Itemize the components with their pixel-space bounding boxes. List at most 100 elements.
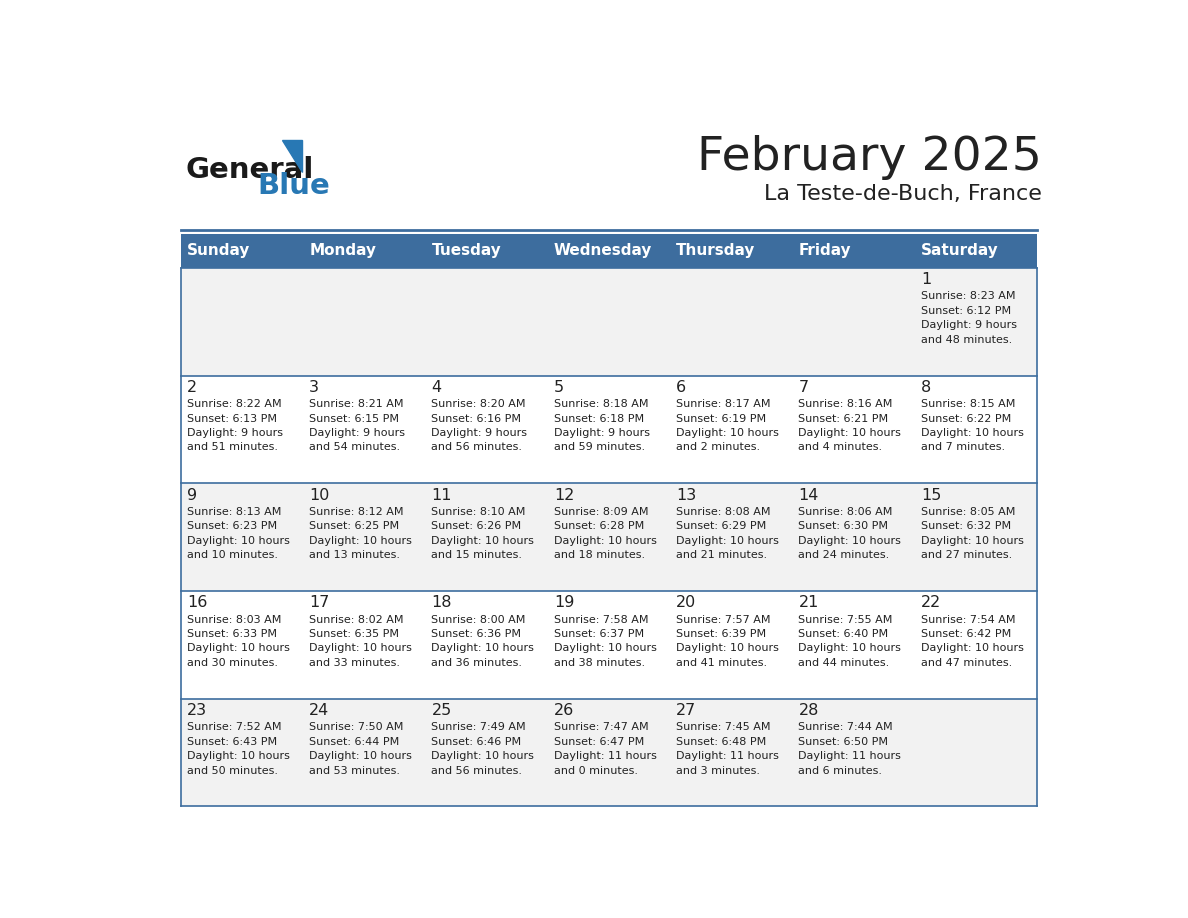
Bar — [670, 375, 792, 483]
Text: 18: 18 — [431, 595, 451, 610]
Bar — [425, 699, 548, 806]
Text: Sunrise: 8:05 AM
Sunset: 6:32 PM
Daylight: 10 hours
and 27 minutes.: Sunrise: 8:05 AM Sunset: 6:32 PM Dayligh… — [921, 507, 1024, 560]
Bar — [425, 375, 548, 483]
Bar — [792, 591, 915, 699]
Bar — [792, 375, 915, 483]
Bar — [181, 268, 303, 375]
Text: Blue: Blue — [257, 173, 330, 200]
Bar — [670, 268, 792, 375]
Bar — [303, 699, 425, 806]
Text: Sunrise: 8:17 AM
Sunset: 6:19 PM
Daylight: 10 hours
and 2 minutes.: Sunrise: 8:17 AM Sunset: 6:19 PM Dayligh… — [676, 399, 779, 453]
Bar — [548, 591, 670, 699]
Text: Sunrise: 8:13 AM
Sunset: 6:23 PM
Daylight: 10 hours
and 10 minutes.: Sunrise: 8:13 AM Sunset: 6:23 PM Dayligh… — [187, 507, 290, 560]
Text: 4: 4 — [431, 380, 442, 395]
Text: 15: 15 — [921, 487, 941, 502]
Text: Sunrise: 8:09 AM
Sunset: 6:28 PM
Daylight: 10 hours
and 18 minutes.: Sunrise: 8:09 AM Sunset: 6:28 PM Dayligh… — [554, 507, 657, 560]
Bar — [303, 268, 425, 375]
Text: Saturday: Saturday — [921, 243, 999, 258]
Bar — [303, 234, 425, 268]
Text: 16: 16 — [187, 595, 207, 610]
Text: Sunrise: 7:44 AM
Sunset: 6:50 PM
Daylight: 11 hours
and 6 minutes.: Sunrise: 7:44 AM Sunset: 6:50 PM Dayligh… — [798, 722, 902, 776]
Bar — [915, 234, 1037, 268]
Bar — [303, 483, 425, 591]
Bar — [792, 234, 915, 268]
Text: Sunrise: 8:18 AM
Sunset: 6:18 PM
Daylight: 9 hours
and 59 minutes.: Sunrise: 8:18 AM Sunset: 6:18 PM Dayligh… — [554, 399, 650, 453]
Text: 25: 25 — [431, 703, 451, 718]
Text: 9: 9 — [187, 487, 197, 502]
Bar — [425, 234, 548, 268]
Bar — [670, 699, 792, 806]
Bar — [915, 268, 1037, 375]
Text: 5: 5 — [554, 380, 564, 395]
Bar — [303, 375, 425, 483]
Text: Sunrise: 7:49 AM
Sunset: 6:46 PM
Daylight: 10 hours
and 56 minutes.: Sunrise: 7:49 AM Sunset: 6:46 PM Dayligh… — [431, 722, 535, 776]
Text: 21: 21 — [798, 595, 819, 610]
Text: Friday: Friday — [798, 243, 851, 258]
Bar — [915, 375, 1037, 483]
Bar — [303, 591, 425, 699]
Text: 14: 14 — [798, 487, 819, 502]
Text: Sunrise: 8:15 AM
Sunset: 6:22 PM
Daylight: 10 hours
and 7 minutes.: Sunrise: 8:15 AM Sunset: 6:22 PM Dayligh… — [921, 399, 1024, 453]
Bar — [670, 234, 792, 268]
Text: La Teste-de-Buch, France: La Teste-de-Buch, France — [764, 185, 1042, 205]
Text: 19: 19 — [554, 595, 574, 610]
Bar — [425, 483, 548, 591]
Bar — [915, 699, 1037, 806]
Text: Sunrise: 8:06 AM
Sunset: 6:30 PM
Daylight: 10 hours
and 24 minutes.: Sunrise: 8:06 AM Sunset: 6:30 PM Dayligh… — [798, 507, 902, 560]
Bar — [670, 483, 792, 591]
Text: 17: 17 — [309, 595, 329, 610]
Text: Sunrise: 8:02 AM
Sunset: 6:35 PM
Daylight: 10 hours
and 33 minutes.: Sunrise: 8:02 AM Sunset: 6:35 PM Dayligh… — [309, 615, 412, 668]
Text: Sunrise: 8:22 AM
Sunset: 6:13 PM
Daylight: 9 hours
and 51 minutes.: Sunrise: 8:22 AM Sunset: 6:13 PM Dayligh… — [187, 399, 283, 453]
Bar — [792, 268, 915, 375]
Text: 6: 6 — [676, 380, 687, 395]
Text: 28: 28 — [798, 703, 819, 718]
Text: Sunrise: 7:45 AM
Sunset: 6:48 PM
Daylight: 11 hours
and 3 minutes.: Sunrise: 7:45 AM Sunset: 6:48 PM Dayligh… — [676, 722, 779, 776]
Text: Monday: Monday — [309, 243, 377, 258]
Text: Sunrise: 8:20 AM
Sunset: 6:16 PM
Daylight: 9 hours
and 56 minutes.: Sunrise: 8:20 AM Sunset: 6:16 PM Dayligh… — [431, 399, 527, 453]
Bar — [181, 234, 303, 268]
Text: 1: 1 — [921, 272, 931, 287]
Text: Sunrise: 7:47 AM
Sunset: 6:47 PM
Daylight: 11 hours
and 0 minutes.: Sunrise: 7:47 AM Sunset: 6:47 PM Dayligh… — [554, 722, 657, 776]
Text: 24: 24 — [309, 703, 329, 718]
Bar — [181, 591, 303, 699]
Polygon shape — [282, 140, 302, 173]
Text: 7: 7 — [798, 380, 809, 395]
Text: Sunrise: 8:23 AM
Sunset: 6:12 PM
Daylight: 9 hours
and 48 minutes.: Sunrise: 8:23 AM Sunset: 6:12 PM Dayligh… — [921, 292, 1017, 344]
Text: 27: 27 — [676, 703, 696, 718]
Text: Sunrise: 7:50 AM
Sunset: 6:44 PM
Daylight: 10 hours
and 53 minutes.: Sunrise: 7:50 AM Sunset: 6:44 PM Dayligh… — [309, 722, 412, 776]
Text: Sunrise: 8:21 AM
Sunset: 6:15 PM
Daylight: 9 hours
and 54 minutes.: Sunrise: 8:21 AM Sunset: 6:15 PM Dayligh… — [309, 399, 405, 453]
Text: Sunrise: 7:58 AM
Sunset: 6:37 PM
Daylight: 10 hours
and 38 minutes.: Sunrise: 7:58 AM Sunset: 6:37 PM Dayligh… — [554, 615, 657, 668]
Bar — [181, 483, 303, 591]
Text: February 2025: February 2025 — [696, 135, 1042, 180]
Bar — [425, 268, 548, 375]
Text: 8: 8 — [921, 380, 931, 395]
Text: 23: 23 — [187, 703, 207, 718]
Bar — [548, 699, 670, 806]
Bar — [915, 483, 1037, 591]
Text: Thursday: Thursday — [676, 243, 756, 258]
Bar — [670, 591, 792, 699]
Text: Sunrise: 8:12 AM
Sunset: 6:25 PM
Daylight: 10 hours
and 13 minutes.: Sunrise: 8:12 AM Sunset: 6:25 PM Dayligh… — [309, 507, 412, 560]
Text: 2: 2 — [187, 380, 197, 395]
Text: 26: 26 — [554, 703, 574, 718]
Bar — [915, 591, 1037, 699]
Text: 22: 22 — [921, 595, 941, 610]
Bar — [548, 375, 670, 483]
Bar — [181, 375, 303, 483]
Text: Wednesday: Wednesday — [554, 243, 652, 258]
Bar — [548, 483, 670, 591]
Bar — [548, 234, 670, 268]
Text: 10: 10 — [309, 487, 329, 502]
Text: Sunrise: 7:52 AM
Sunset: 6:43 PM
Daylight: 10 hours
and 50 minutes.: Sunrise: 7:52 AM Sunset: 6:43 PM Dayligh… — [187, 722, 290, 776]
Bar — [548, 268, 670, 375]
Text: Sunrise: 8:08 AM
Sunset: 6:29 PM
Daylight: 10 hours
and 21 minutes.: Sunrise: 8:08 AM Sunset: 6:29 PM Dayligh… — [676, 507, 779, 560]
Bar — [181, 699, 303, 806]
Text: Sunrise: 7:57 AM
Sunset: 6:39 PM
Daylight: 10 hours
and 41 minutes.: Sunrise: 7:57 AM Sunset: 6:39 PM Dayligh… — [676, 615, 779, 668]
Text: Sunrise: 7:54 AM
Sunset: 6:42 PM
Daylight: 10 hours
and 47 minutes.: Sunrise: 7:54 AM Sunset: 6:42 PM Dayligh… — [921, 615, 1024, 668]
Text: 12: 12 — [554, 487, 574, 502]
Text: Sunrise: 8:10 AM
Sunset: 6:26 PM
Daylight: 10 hours
and 15 minutes.: Sunrise: 8:10 AM Sunset: 6:26 PM Dayligh… — [431, 507, 535, 560]
Text: Sunrise: 8:16 AM
Sunset: 6:21 PM
Daylight: 10 hours
and 4 minutes.: Sunrise: 8:16 AM Sunset: 6:21 PM Dayligh… — [798, 399, 902, 453]
Text: Sunrise: 7:55 AM
Sunset: 6:40 PM
Daylight: 10 hours
and 44 minutes.: Sunrise: 7:55 AM Sunset: 6:40 PM Dayligh… — [798, 615, 902, 668]
Text: 3: 3 — [309, 380, 320, 395]
Text: Sunrise: 8:00 AM
Sunset: 6:36 PM
Daylight: 10 hours
and 36 minutes.: Sunrise: 8:00 AM Sunset: 6:36 PM Dayligh… — [431, 615, 535, 668]
